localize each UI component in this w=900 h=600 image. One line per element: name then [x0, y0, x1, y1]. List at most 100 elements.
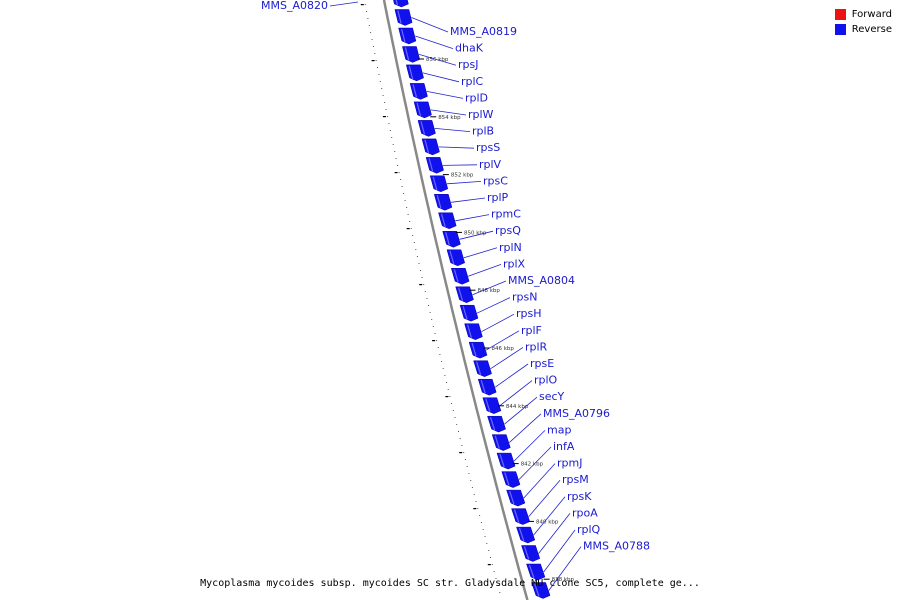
gene-label-rpsS[interactable]: rpsS	[476, 141, 500, 154]
gene-highlight	[436, 195, 442, 209]
skew-dot	[377, 67, 378, 68]
gene-label-rplR[interactable]: rplR	[525, 340, 548, 353]
skew-dot	[479, 515, 481, 516]
gene-block-map	[496, 452, 516, 470]
gene-block-rplB	[417, 120, 436, 137]
gene-block-rpsC	[429, 175, 449, 193]
skew-mark	[371, 60, 375, 62]
gene-highlight	[440, 213, 446, 227]
gene-label-MMS_A0796[interactable]: MMS_A0796	[543, 407, 610, 420]
gene-block-MMS_A0796	[491, 434, 511, 451]
skew-dot	[407, 214, 409, 215]
skew-dot	[421, 277, 423, 278]
skew-dot	[429, 312, 431, 313]
skew-dot	[459, 438, 461, 439]
skew-dot	[446, 382, 448, 383]
tick-label: 848 kbp	[478, 288, 501, 294]
skew-dot	[456, 424, 458, 425]
skew-dot	[378, 74, 380, 75]
gene-label-rplC[interactable]: rplC	[461, 75, 484, 88]
legend-item-reverse: Reverse	[834, 24, 892, 35]
gene-block-rpsK	[516, 526, 536, 544]
gene-label-rpmJ[interactable]: rpmJ	[557, 457, 582, 470]
gene-block-MMS_A0819	[394, 9, 413, 26]
skew-dot	[398, 172, 400, 173]
gene-block-rplR	[473, 360, 492, 377]
leader-line	[504, 396, 538, 425]
sequence-backbone	[382, 0, 529, 600]
gene-highlight	[509, 490, 515, 505]
skew-dot	[392, 144, 394, 145]
skew-mark	[473, 508, 477, 510]
skew-dot	[454, 417, 456, 418]
tick-label: 846 kbp	[492, 346, 515, 352]
skew-dot	[428, 305, 429, 306]
gene-highlight	[523, 546, 530, 560]
skew-dot	[488, 550, 490, 551]
skew-dot	[452, 410, 454, 411]
gene-block-rplC	[405, 64, 424, 82]
gene-label-rplQ[interactable]: rplQ	[577, 523, 601, 536]
gene-label-MMS_A0804[interactable]: MMS_A0804	[508, 274, 575, 287]
gene-label-rpsH[interactable]: rpsH	[516, 307, 542, 320]
skew-dot	[441, 361, 443, 362]
skew-mark	[360, 4, 364, 6]
gene-label-rpsN[interactable]: rpsN	[512, 291, 537, 304]
gene-label-rpsE[interactable]: rpsE	[530, 357, 554, 370]
gene-label-rplX[interactable]: rplX	[503, 257, 526, 270]
skew-dot	[386, 116, 388, 117]
gene-label-secY[interactable]: secY	[539, 390, 565, 403]
gene-label-infA[interactable]: infA	[553, 440, 575, 453]
tick-label: 838 kbp	[552, 577, 575, 583]
skew-dot	[461, 445, 463, 446]
gene-highlight	[471, 343, 477, 357]
gene-label-rplO[interactable]: rplO	[534, 374, 558, 387]
gene-label-rplN[interactable]: rplN	[499, 241, 522, 254]
skew-mark	[432, 340, 436, 342]
skew-dot	[484, 536, 486, 537]
gene-label-rpsC[interactable]: rpsC	[483, 174, 508, 187]
gene-label-rplF[interactable]: rplF	[521, 324, 542, 337]
map-caption: Mycoplasma mycoides subsp. mycoides SC s…	[200, 578, 700, 589]
leader-line	[422, 72, 460, 83]
gene-label-rpmC[interactable]: rpmC	[491, 208, 521, 221]
skew-dot	[418, 263, 420, 264]
gene-label-rpsM[interactable]: rpsM	[562, 473, 589, 486]
leader-line	[499, 380, 533, 407]
gene-label-MMS_A0819[interactable]: MMS_A0819	[450, 25, 517, 38]
legend-label-forward: Forward	[851, 9, 892, 20]
leader-line	[455, 214, 490, 222]
gene-label-rplD[interactable]: rplD	[465, 91, 488, 104]
skew-dot	[400, 179, 402, 180]
leader-line	[533, 496, 566, 536]
label-leaders	[329, 1, 582, 591]
gene-label-map[interactable]: map	[547, 423, 571, 436]
gene-label-rplV[interactable]: rplV	[479, 158, 502, 171]
gene-highlight	[420, 121, 426, 135]
gene-label-rpoA[interactable]: rpoA	[572, 506, 598, 519]
gene-label-dhaK[interactable]: dhaK	[455, 42, 484, 55]
gene-highlight	[401, 28, 406, 43]
gene-label-rpsJ[interactable]: rpsJ	[458, 58, 478, 71]
skew-mark	[459, 452, 463, 454]
skew-mark	[445, 396, 449, 398]
skew-dot	[499, 592, 501, 593]
skew-dot	[375, 60, 377, 61]
skew-dot	[466, 466, 468, 467]
skew-dot	[381, 88, 383, 89]
gene-label-rplB[interactable]: rplB	[472, 125, 494, 138]
gene-label-MMS_A0788[interactable]: MMS_A0788	[583, 540, 650, 553]
gene-label-rplP[interactable]: rplP	[487, 191, 509, 204]
leader-line	[476, 297, 511, 314]
gene-label-MMS_A0820[interactable]: MMS_A0820	[261, 0, 328, 12]
leader-line	[468, 264, 502, 277]
gene-highlight	[412, 84, 418, 98]
gene-label-rplW[interactable]: rplW	[468, 108, 494, 121]
gene-label-rpsQ[interactable]: rpsQ	[495, 224, 521, 237]
gene-block-MMS_A0804	[455, 286, 474, 303]
skew-dot	[439, 354, 441, 355]
leader-line	[528, 479, 561, 517]
leader-line	[472, 280, 507, 296]
gene-label-rpsK[interactable]: rpsK	[567, 490, 592, 503]
